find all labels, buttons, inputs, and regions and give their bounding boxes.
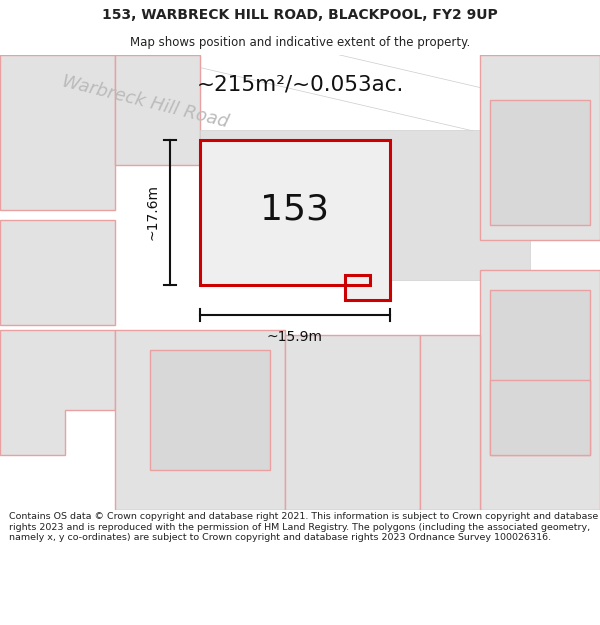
Polygon shape: [490, 380, 590, 455]
Text: Contains OS data © Crown copyright and database right 2021. This information is : Contains OS data © Crown copyright and d…: [9, 512, 598, 542]
Text: 153: 153: [260, 193, 329, 227]
Polygon shape: [200, 140, 390, 300]
Polygon shape: [285, 335, 420, 510]
Polygon shape: [480, 55, 600, 240]
Polygon shape: [490, 290, 590, 455]
Polygon shape: [0, 0, 600, 165]
Text: Map shows position and indicative extent of the property.: Map shows position and indicative extent…: [130, 36, 470, 49]
Text: ~17.6m: ~17.6m: [145, 184, 159, 241]
Polygon shape: [150, 350, 270, 470]
Polygon shape: [200, 130, 530, 280]
Polygon shape: [480, 270, 600, 510]
Text: Warbreck Hill Road: Warbreck Hill Road: [60, 72, 230, 131]
Polygon shape: [0, 55, 115, 210]
Text: ~215m²/~0.053ac.: ~215m²/~0.053ac.: [196, 75, 404, 95]
Polygon shape: [115, 330, 285, 510]
Polygon shape: [0, 220, 115, 325]
Polygon shape: [490, 100, 590, 225]
Text: ~15.9m: ~15.9m: [267, 330, 323, 344]
Polygon shape: [0, 330, 115, 455]
Text: 153, WARBRECK HILL ROAD, BLACKPOOL, FY2 9UP: 153, WARBRECK HILL ROAD, BLACKPOOL, FY2 …: [102, 8, 498, 22]
Polygon shape: [115, 55, 200, 165]
Polygon shape: [420, 335, 480, 510]
